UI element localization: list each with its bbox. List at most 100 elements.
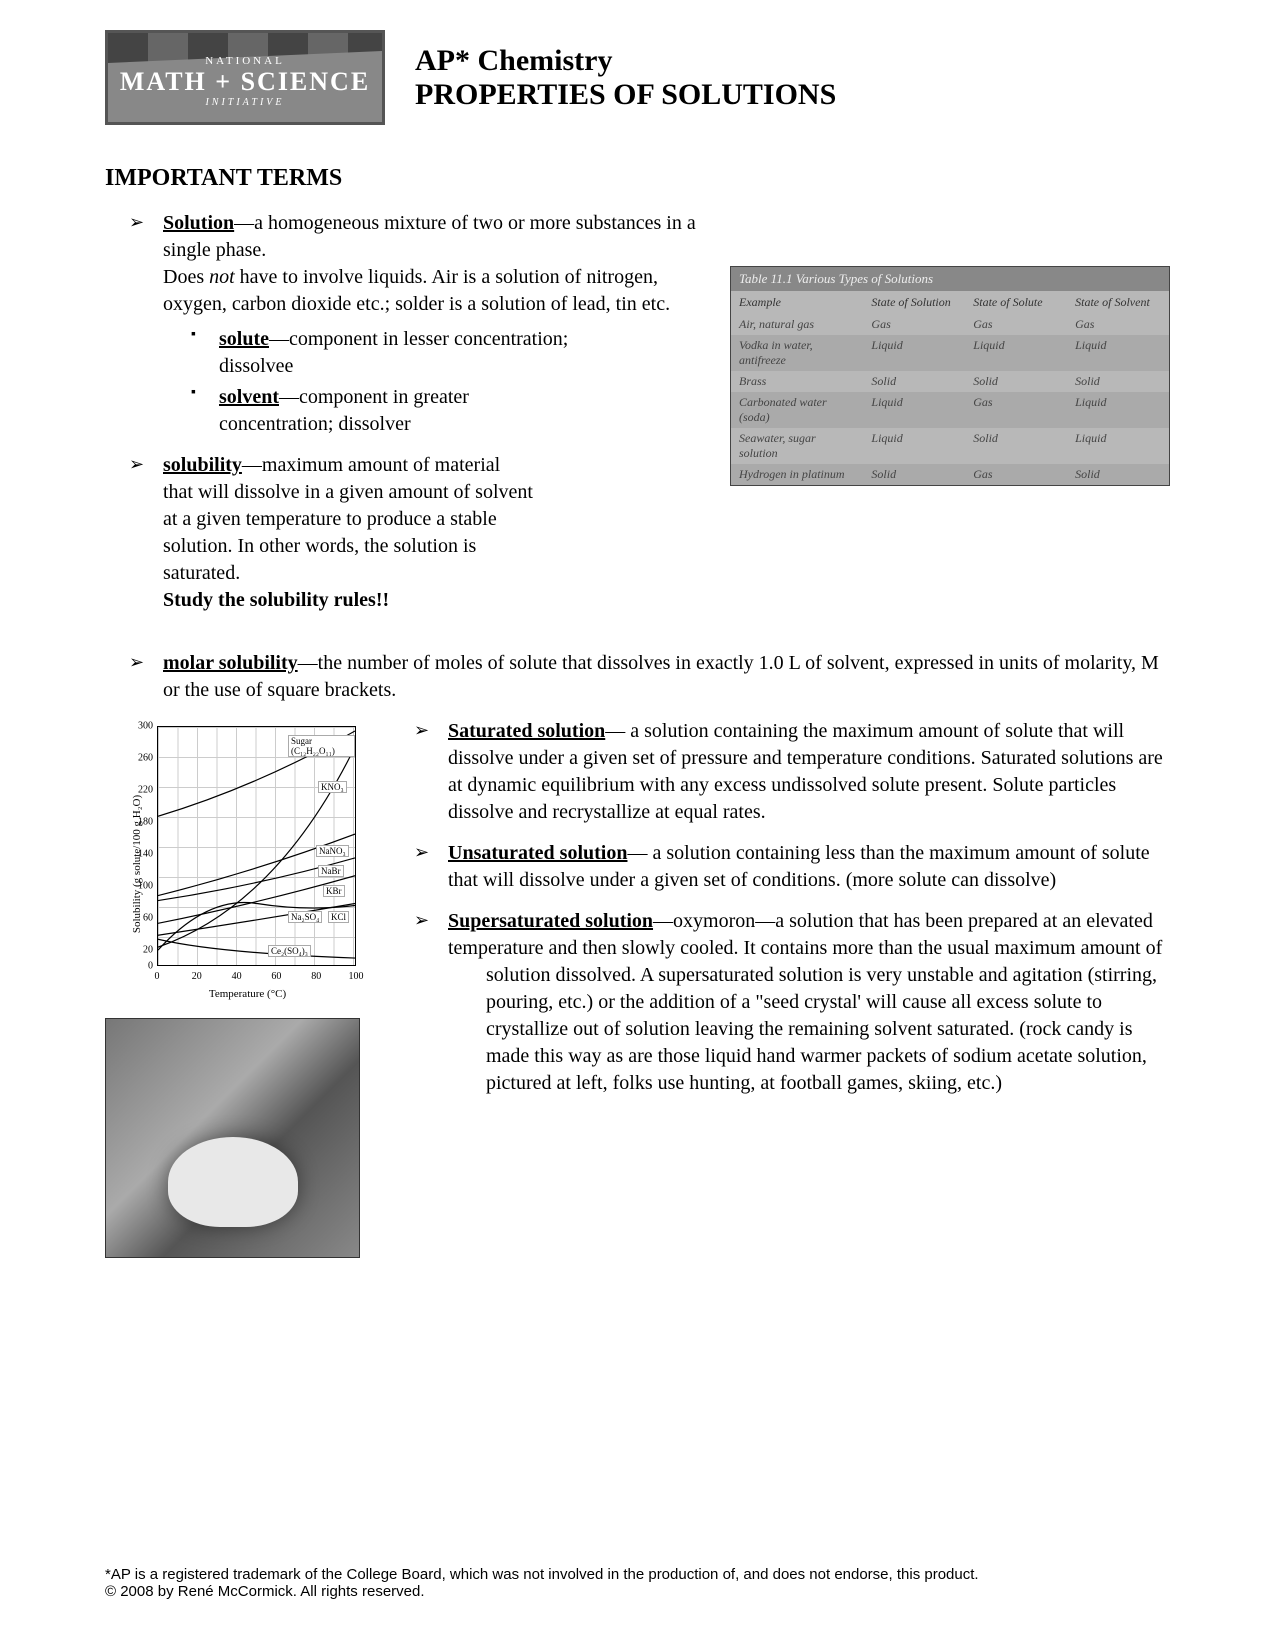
curve-label: Sugar (C₁₂H₂₂O₁₁) [288,735,355,757]
table-row: Carbonated water (soda)LiquidGasLiquid [731,392,1169,428]
solution-note-post: have to involve liquids. Air is a soluti… [163,266,670,315]
term-solution-def: —a homogeneous mixture of two or more su… [163,212,696,261]
curve-label: NaNO₃ [316,845,349,857]
table-cell: Liquid [863,335,965,371]
chart-xtick: 40 [232,971,242,982]
term-solute-label: solute [219,328,269,350]
table-cell: Air, natural gas [731,314,863,335]
page: NATIONAL MATH + SCIENCE INITIATIVE AP* C… [0,0,1275,1650]
solution-text-col: Solution—a homogeneous mixture of two or… [105,210,710,628]
curve-label: KCl [328,911,349,923]
table-body: Air, natural gasGasGasGasVodka in water,… [731,314,1169,485]
logo-main-text: MATH + SCIENCE [120,67,370,97]
table-cell: Liquid [863,428,965,464]
table-cell: Liquid [863,392,965,428]
chart-defs-row: Solubility (g solute/100 g H₂O) 0 20 60 100… [105,718,1170,1258]
table-header-row: Example State of Solution State of Solut… [731,291,1169,314]
chart-xtick: 20 [192,971,202,982]
table-cell: Hydrogen in platinum [731,464,863,485]
logo-small-text: NATIONAL [205,55,285,67]
term-solution: Solution—a homogeneous mixture of two or… [105,210,710,438]
header: NATIONAL MATH + SCIENCE INITIATIVE AP* C… [105,30,1170,125]
curve-label: KBr [323,885,345,897]
chart-ytick: 220 [133,785,153,796]
chart-column: Solubility (g solute/100 g H₂O) 0 20 60 100… [105,718,360,1258]
term-unsaturated: Unsaturated solution— a solution contain… [390,840,1170,894]
table-cell: Seawater, sugar solution [731,428,863,464]
footer-line2: © 2008 by René McCormick. All rights res… [105,1583,1170,1600]
term-supersat-label: Supersaturated solution [448,910,653,932]
term-solubility: solubility—maximum amount of material th… [105,452,535,614]
term-solute-def: —component in lesser concentration; diss… [219,328,568,377]
table-title: Table 11.1 Various Types of Solutions [731,267,1169,291]
chart-xtick: 100 [349,971,364,982]
table-cell: Carbonated water (soda) [731,392,863,428]
photo-crystal [168,1137,298,1227]
definitions-column: Saturated solution— a solution containin… [390,718,1170,1111]
term-molar-label: molar solubility [163,652,298,674]
chart-ylabel: Solubility (g solute/100 g H₂O) [131,774,143,954]
supersaturated-photo [105,1018,360,1258]
table-cell: Liquid [1067,392,1169,428]
chart-ytick: 100 [133,881,153,892]
table-cell: Liquid [1067,335,1169,371]
chart-plot-area: Sugar (C₁₂H₂₂O₁₁)KNO₃NaNO₃NaBrKBrNa₂SO₄K… [157,726,356,966]
table-cell: Solid [1067,464,1169,485]
term-molar-def: —the number of moles of solute that diss… [163,652,1159,701]
term-solubility-emph: Study the solubility rules!! [163,589,389,611]
types-table: Table 11.1 Various Types of Solutions Ex… [730,266,1170,486]
term-solute: solute—component in lesser concentration… [191,326,571,380]
table-cell: Solid [1067,371,1169,392]
footer-line1: *AP is a registered trademark of the Col… [105,1566,1170,1583]
table-cell: Liquid [965,335,1067,371]
title-line2: PROPERTIES OF SOLUTIONS [415,78,1170,112]
table-cell: Gas [965,314,1067,335]
th-0: Example [731,291,863,314]
chart-ytick: 260 [133,753,153,764]
chart-ytick: 0 [133,961,153,972]
logo-sub-text: INITIATIVE [205,97,284,108]
term-molar: molar solubility—the number of moles of … [105,650,1170,704]
chart-xtick: 0 [155,971,160,982]
table-cell: Gas [1067,314,1169,335]
curve-label: Na₂SO₄ [288,911,322,923]
table-cell: Gas [965,464,1067,485]
th-1: State of Solution [863,291,965,314]
chart-xtick: 60 [271,971,281,982]
curve-label: KNO₃ [318,781,347,793]
term-saturated-label: Saturated solution [448,720,605,742]
solution-note-pre: Does [163,266,209,288]
table-cell: Gas [965,392,1067,428]
term-supersat-cont: solution dissolved. A supersaturated sol… [448,962,1170,1097]
table-cell: Brass [731,371,863,392]
table-cell: Solid [863,371,965,392]
th-3: State of Solvent [1067,291,1169,314]
solubility-chart: Solubility (g solute/100 g H₂O) 02060100… [135,718,360,998]
term-solvent: solvent—component in greater concentrati… [191,384,571,438]
footer: *AP is a registered trademark of the Col… [105,1566,1170,1600]
solution-note-em: not [209,266,235,288]
title-block: AP* Chemistry PROPERTIES OF SOLUTIONS [415,44,1170,112]
section-heading: IMPORTANT TERMS [105,165,1170,192]
table-cell: Solid [863,464,965,485]
table-row: Hydrogen in platinumSolidGasSolid [731,464,1169,485]
chart-xtick: 80 [311,971,321,982]
term-solvent-label: solvent [219,386,279,408]
table-cell: Solid [965,428,1067,464]
term-solubility-label: solubility [163,454,242,476]
table-row: Vodka in water, antifreezeLiquidLiquidLi… [731,335,1169,371]
term-supersaturated: Supersaturated solution—oxymoron—a solut… [390,908,1170,1097]
table-cell: Vodka in water, antifreeze [731,335,863,371]
chart-ytick: 300 [133,721,153,732]
term-saturated: Saturated solution— a solution containin… [390,718,1170,826]
chart-ytick: 140 [133,849,153,860]
table-cell: Solid [965,371,1067,392]
table-row: BrassSolidSolidSolid [731,371,1169,392]
logo: NATIONAL MATH + SCIENCE INITIATIVE [105,30,385,125]
chart-ytick: 60 [133,913,153,924]
table-row: Seawater, sugar solutionLiquidSolidLiqui… [731,428,1169,464]
chart-xlabel: Temperature (°C) [135,988,360,1000]
chart-ytick: 20 [133,945,153,956]
term-unsaturated-label: Unsaturated solution [448,842,627,864]
solution-block: Solution—a homogeneous mixture of two or… [105,210,1170,628]
